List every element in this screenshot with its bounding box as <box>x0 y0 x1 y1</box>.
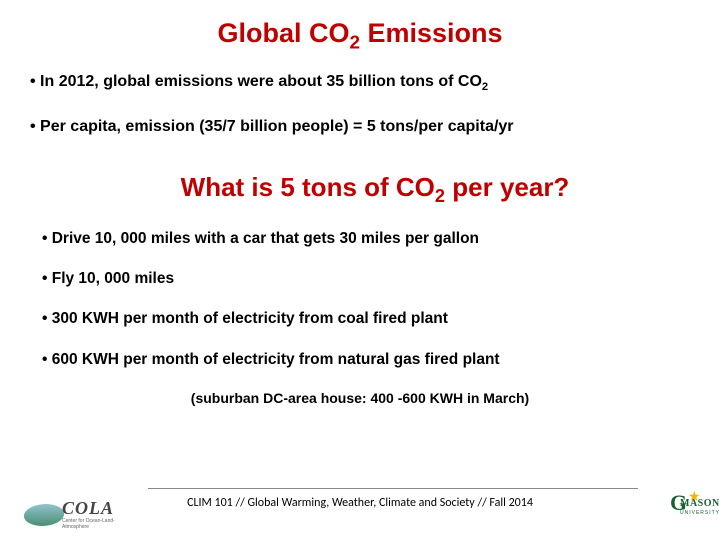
bullet-bottom-2: • Fly 10, 000 miles <box>30 269 690 289</box>
gmu-univ-text: UNIVERSITY <box>680 510 720 516</box>
footer: CLIM 101 // Global Warming, Weather, Cli… <box>0 488 720 532</box>
footer-divider <box>148 488 638 489</box>
slide-title: Global CO2 Emissions <box>30 18 690 54</box>
cola-swoosh-icon <box>22 504 66 526</box>
bullet-top-1: • In 2012, global emissions were about 3… <box>30 72 690 95</box>
bullet-bottom-1: • Drive 10, 000 miles with a car that ge… <box>30 229 690 249</box>
cola-logo-subtext: Center for Ocean-Land-Atmosphere <box>62 518 124 530</box>
bullet-bottom-4: • 600 KWH per month of electricity from … <box>30 350 690 370</box>
bullet-top-2: • Per capita, emission (35/7 billion peo… <box>30 117 690 138</box>
bullet-bottom-3: • 300 KWH per month of electricity from … <box>30 309 690 329</box>
cola-logo-text: COLA <box>62 498 114 519</box>
slide-container: Global CO2 Emissions • In 2012, global e… <box>0 0 720 540</box>
gmu-logo: G ★ MASON UNIVERSITY <box>666 488 720 526</box>
cola-logo: COLA Center for Ocean-Land-Atmosphere <box>24 496 124 528</box>
parenthetical-note: (suburban DC-area house: 400 -600 KWH in… <box>30 390 690 406</box>
slide-subtitle: What is 5 tons of CO2 per year? <box>30 172 690 207</box>
gmu-mason-text: MASON <box>680 498 720 509</box>
